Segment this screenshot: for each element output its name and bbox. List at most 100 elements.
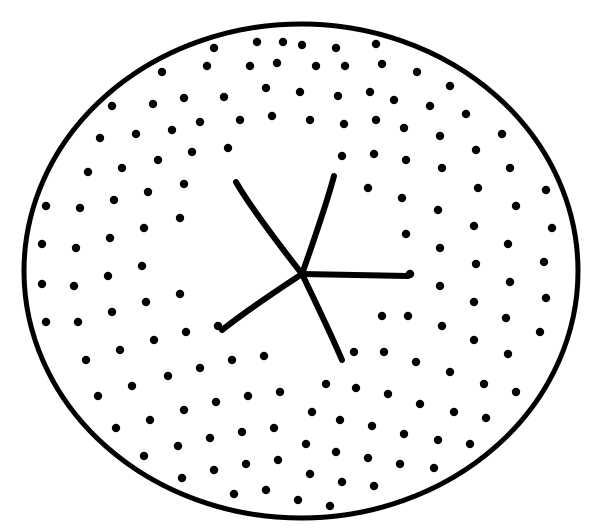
dot — [238, 428, 246, 436]
dot — [512, 202, 520, 210]
dot — [462, 110, 470, 118]
dot — [378, 312, 386, 320]
dot — [472, 146, 480, 154]
dot — [413, 68, 421, 76]
dot — [158, 68, 166, 76]
dot — [116, 346, 124, 354]
dot — [268, 112, 276, 120]
dot — [196, 118, 204, 126]
dot — [446, 82, 454, 90]
dot — [504, 350, 512, 358]
dot — [144, 188, 152, 196]
dot — [262, 486, 270, 494]
dot — [38, 280, 46, 288]
dot — [334, 92, 342, 100]
dot — [306, 470, 314, 478]
dot — [308, 408, 316, 416]
dot — [188, 148, 196, 156]
dot — [434, 436, 442, 444]
dot — [164, 372, 172, 380]
dot — [108, 308, 116, 316]
dot — [540, 258, 548, 266]
dot — [368, 422, 376, 430]
dot — [72, 244, 80, 252]
dot — [96, 134, 104, 142]
aster-ray — [236, 182, 302, 274]
dot — [260, 352, 268, 360]
dot — [402, 230, 410, 238]
dot — [370, 482, 378, 490]
dot — [370, 150, 378, 158]
dot — [210, 44, 218, 52]
dot — [480, 380, 488, 388]
dot — [536, 328, 544, 336]
dot — [118, 164, 126, 172]
dot — [210, 466, 218, 474]
dot — [412, 358, 420, 366]
dot — [212, 398, 220, 406]
dot — [180, 94, 188, 102]
dot — [142, 298, 150, 306]
dot — [322, 380, 330, 388]
dot — [174, 442, 182, 450]
aster-ray — [302, 274, 342, 360]
dot — [332, 44, 340, 52]
dot — [306, 116, 314, 124]
dot — [242, 460, 250, 468]
dot — [108, 102, 116, 110]
dot — [110, 196, 118, 204]
dot — [274, 456, 282, 464]
dot — [512, 388, 520, 396]
dot — [400, 124, 408, 132]
dot — [312, 62, 320, 70]
dot — [149, 100, 157, 108]
dot — [364, 454, 372, 462]
dot — [352, 384, 360, 392]
dot — [450, 408, 458, 416]
dot — [502, 314, 510, 322]
dot — [298, 41, 306, 49]
dot — [244, 392, 252, 400]
dot — [154, 156, 162, 164]
dot — [182, 328, 190, 336]
dot — [294, 496, 302, 504]
dot — [426, 102, 434, 110]
dot — [150, 336, 158, 344]
dot — [206, 434, 214, 442]
dot — [482, 414, 490, 422]
dot — [273, 59, 281, 67]
dot — [84, 168, 92, 176]
dot — [42, 202, 50, 210]
dot — [140, 224, 148, 232]
dot — [470, 298, 478, 306]
dot — [378, 60, 386, 68]
dot — [542, 294, 550, 302]
dot — [366, 88, 374, 96]
cell-diagram — [0, 0, 604, 531]
dot — [470, 336, 478, 344]
dot — [396, 460, 404, 468]
dot — [350, 348, 358, 356]
dot — [466, 440, 474, 448]
dot — [262, 84, 270, 92]
dot — [82, 356, 90, 364]
dot — [332, 448, 340, 456]
dot — [470, 222, 478, 230]
dot — [404, 312, 412, 320]
dot — [434, 206, 442, 214]
dot — [338, 478, 346, 486]
dot — [270, 424, 278, 432]
dot — [384, 390, 392, 398]
dot — [180, 406, 188, 414]
dot — [224, 144, 232, 152]
dot — [372, 40, 380, 48]
dot — [498, 130, 506, 138]
dot — [112, 424, 120, 432]
dot — [146, 416, 154, 424]
dot — [506, 278, 514, 286]
dot — [74, 318, 82, 326]
dot — [230, 490, 238, 498]
dot — [106, 234, 114, 242]
dot — [400, 430, 408, 438]
dot — [279, 38, 287, 46]
